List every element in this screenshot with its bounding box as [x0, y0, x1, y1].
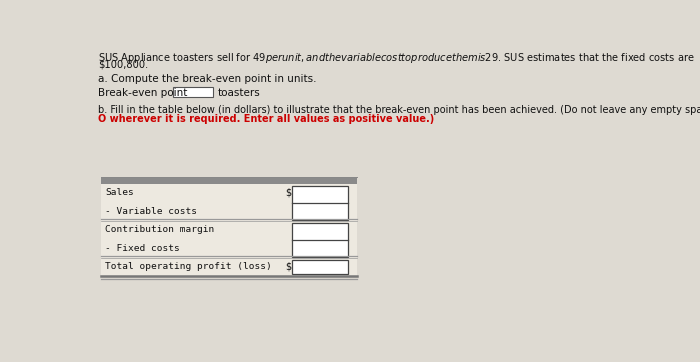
- Text: $100,800.: $100,800.: [98, 60, 148, 70]
- Bar: [292, 223, 348, 257]
- Bar: [173, 87, 213, 97]
- Text: Total operating profit (loss): Total operating profit (loss): [105, 262, 272, 271]
- Text: Contribution margin: Contribution margin: [105, 225, 215, 234]
- Bar: [292, 260, 348, 274]
- Text: a. Compute the break-even point in units.: a. Compute the break-even point in units…: [98, 74, 317, 84]
- Bar: [102, 177, 357, 184]
- Text: Sales: Sales: [105, 188, 134, 197]
- Text: Break-even point: Break-even point: [98, 88, 188, 98]
- Bar: [292, 186, 348, 220]
- Text: b. Fill in the table below (in dollars) to illustrate that the break-even point : b. Fill in the table below (in dollars) …: [98, 105, 700, 115]
- Text: $: $: [285, 262, 291, 272]
- Text: - Variable costs: - Variable costs: [105, 207, 197, 216]
- Text: O wherever it is required. Enter all values as positive value.): O wherever it is required. Enter all val…: [98, 114, 435, 123]
- Text: $: $: [285, 188, 291, 198]
- Text: toasters: toasters: [218, 88, 260, 98]
- Text: - Fixed costs: - Fixed costs: [105, 244, 180, 253]
- Text: SUS Appliance toasters sell for $49 per unit, and the variable cost to produce t: SUS Appliance toasters sell for $49 per …: [98, 51, 695, 65]
- Bar: [102, 184, 357, 276]
